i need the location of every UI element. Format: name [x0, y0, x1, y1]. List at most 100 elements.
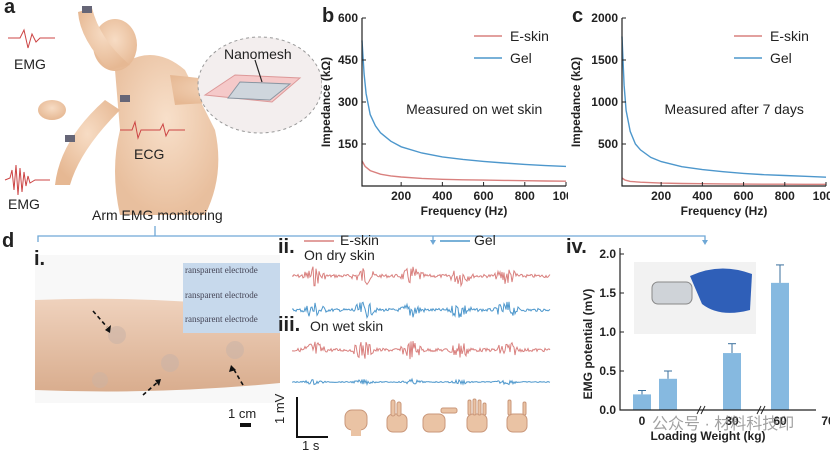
raised-arm [78, 8, 130, 70]
rock-hand-icon [506, 399, 528, 433]
x-tick-label: 400 [432, 189, 452, 203]
emg-trace-eskin-wet [292, 341, 551, 360]
scale-bar-s-line [296, 436, 328, 438]
impedance-chart-after-7-days: c E-skin Gel 200 400 600 800 1000 500 1000 1500 200… [569, 5, 830, 218]
legend-label: E-skin [770, 28, 809, 44]
y-tick-label: 600 [338, 11, 358, 25]
panel-d-bracket [37, 226, 708, 245]
emg-trace-bottom [4, 164, 50, 196]
sensor-patch [65, 135, 75, 142]
chart-annotation: Measured after 7 days [665, 101, 804, 117]
impedance-chart-wet-skin: bE-skinGel2004006008001000150300450600Fr… [319, 5, 568, 218]
series-line-gel [361, 40, 567, 168]
electrode-text-1: ransparent electrode [185, 265, 258, 275]
electrode-dot [108, 326, 126, 344]
series-line-gel [621, 36, 827, 178]
legend-gel-label: Gel [474, 232, 496, 248]
fist-icon [344, 409, 368, 436]
scale-bar-cm: 1 cm [228, 406, 257, 421]
nanomesh-label: Nanomesh [224, 46, 292, 62]
electrode-text-2: ransparent electrode [185, 290, 258, 300]
y-tick-label: 1500 [591, 53, 618, 67]
y-tick-label: 2.0 [599, 247, 616, 261]
bar [771, 282, 789, 410]
gesture-icons [344, 398, 528, 436]
pointing-hand-icon [422, 407, 458, 433]
scale-bar-cm-line [240, 423, 251, 427]
emg-trace-gel-wet [292, 377, 551, 387]
x-tick-label: 1000 [813, 189, 830, 203]
bar [633, 394, 651, 410]
electrode-dot [161, 354, 179, 372]
x-tick-label: 200 [651, 189, 671, 203]
emg-trace-eskin-dry [292, 266, 551, 288]
y-tick-label: 150 [338, 137, 358, 151]
panel-a: a EMG EMG ECG Nanomesh Arm EMG monitorin… [0, 0, 322, 228]
x-tick-label: 70 [821, 414, 830, 428]
legend-label: Gel [770, 50, 792, 66]
scale-bar-mv: 1 mV [272, 393, 287, 424]
panel-a-illustration [4, 6, 322, 215]
sub-label-iii: iii. [278, 314, 301, 336]
emg-label-top: EMG [14, 56, 46, 72]
open-hand-icon [466, 398, 488, 433]
panel-a-label: a [4, 0, 16, 18]
arm-photo: ransparent electrode ransparent electrod… [35, 255, 280, 403]
watermark-text: 公众号 · 材料科技印 [652, 416, 795, 433]
grip-device-shape [651, 281, 693, 305]
panel-a-caption: Arm EMG monitoring [92, 207, 223, 223]
series-line-eskin [621, 177, 826, 185]
bar [659, 378, 677, 410]
legend-label: E-skin [510, 28, 549, 44]
scale-bar-mv-line [296, 397, 298, 437]
electrode-text-3: ransparent electrode [185, 314, 258, 324]
x-axis-label: Frequency (Hz) [421, 204, 508, 218]
x-axis-label: Loading Weight (kg) [650, 429, 765, 443]
bar [723, 353, 741, 410]
axes-frame [621, 18, 826, 187]
ecg-label: ECG [134, 146, 165, 162]
x-tick-label: 0 [639, 414, 646, 428]
emg-label-bottom: EMG [8, 196, 40, 212]
y-tick-label: 450 [338, 53, 358, 67]
axis-break [760, 405, 766, 415]
wet-skin-label: On wet skin [310, 318, 384, 334]
sub-label-iv: iv. [566, 236, 587, 258]
y-tick-label: 2000 [591, 11, 618, 25]
blue-glove-shape [690, 268, 752, 313]
axis-break [700, 405, 706, 415]
dry-skin-label: On dry skin [304, 247, 375, 263]
scale-bar-s: 1 s [302, 438, 320, 453]
x-axis-label: Frequency (Hz) [681, 204, 768, 218]
axis-break [756, 405, 762, 415]
x-tick-label: 400 [692, 189, 712, 203]
hand-left [38, 100, 66, 120]
electrode-dot [92, 372, 108, 388]
emg-traces [292, 266, 551, 387]
y-tick-label: 1000 [591, 95, 618, 109]
sub-label-ii: ii. [278, 236, 295, 258]
x-tick-label: 60 [773, 414, 787, 428]
y-tick-label: 0.5 [599, 364, 616, 378]
x-tick-label: 600 [734, 189, 754, 203]
x-tick-label: 1000 [553, 189, 568, 203]
x-tick-label: 800 [515, 189, 535, 203]
chart-panel-label: b [322, 5, 334, 27]
y-tick-label: 1.0 [599, 325, 616, 339]
y-tick-label: 1.5 [599, 286, 616, 300]
x-tick-label: 600 [474, 189, 494, 203]
axis-break [696, 405, 702, 415]
x-tick-label: 800 [775, 189, 795, 203]
legend-label: Gel [510, 50, 532, 66]
chart-panel-label: c [572, 5, 583, 27]
bent-arm [55, 100, 120, 185]
emg-potential-bar-chart: 0.0 0.5 1.0 1.5 2.0 0 30 60 70 Loading Weight (kg… [581, 247, 830, 443]
y-tick-label: 300 [338, 95, 358, 109]
electrode-dot [226, 341, 244, 359]
y-axis-label: Impedance (kΩ) [319, 57, 333, 147]
y-tick-label: 0.0 [599, 403, 616, 417]
sensor-patch [120, 95, 130, 102]
y-axis-label: EMG potential (mV) [581, 289, 595, 400]
sub-label-i: i. [34, 248, 46, 270]
panel-d-legend [304, 240, 470, 242]
